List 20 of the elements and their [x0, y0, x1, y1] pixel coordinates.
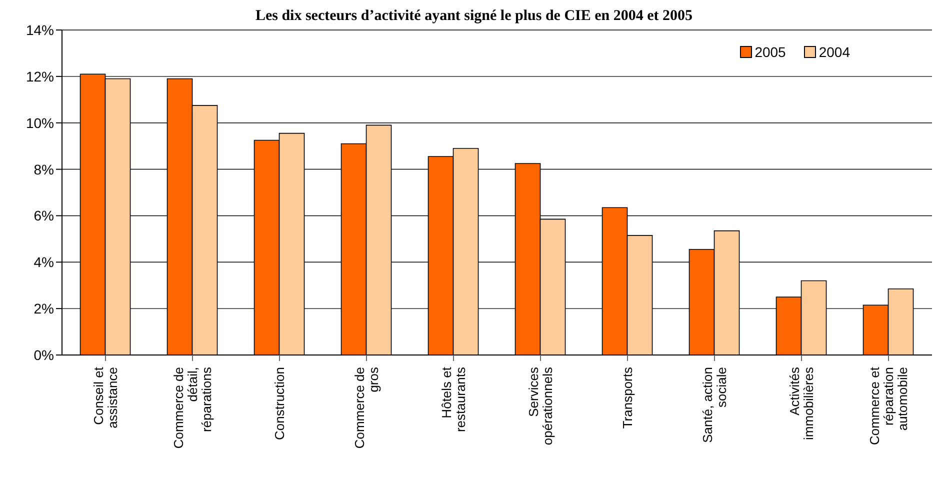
x-tick-label: Santé, action sociale [700, 367, 729, 443]
y-tick-label: 14% [26, 22, 54, 38]
y-tick-label: 2% [34, 300, 54, 317]
x-tick-label: Commerce de gros [352, 366, 381, 449]
legend-label: 2004 [818, 44, 850, 60]
x-tick-label: Conseil et assistance [91, 366, 120, 428]
y-tick-label: 10% [26, 114, 54, 131]
x-tick-label: Construction [272, 367, 287, 440]
y-tick-label: 6% [34, 208, 54, 224]
x-tick-label: Hôtels et restaurants [439, 366, 468, 432]
y-tick-label: 12% [26, 68, 54, 84]
x-tick-label: Transports [620, 366, 635, 429]
legend-label: 2005 [754, 44, 786, 60]
chart-title: Les dix secteurs d’activité ayant signé le plus de CIE en 2004 et 2005 [255, 8, 693, 24]
y-tick-label: 4% [34, 254, 54, 270]
y-tick-label: 8% [34, 161, 54, 178]
x-tick-label: Commerce de détail, réparations [171, 366, 214, 449]
x-tick-label: Commerce et réparation automobile [867, 366, 910, 446]
y-tick-label: 0% [34, 346, 54, 363]
x-tick-label: Activités immobilières [787, 366, 816, 440]
